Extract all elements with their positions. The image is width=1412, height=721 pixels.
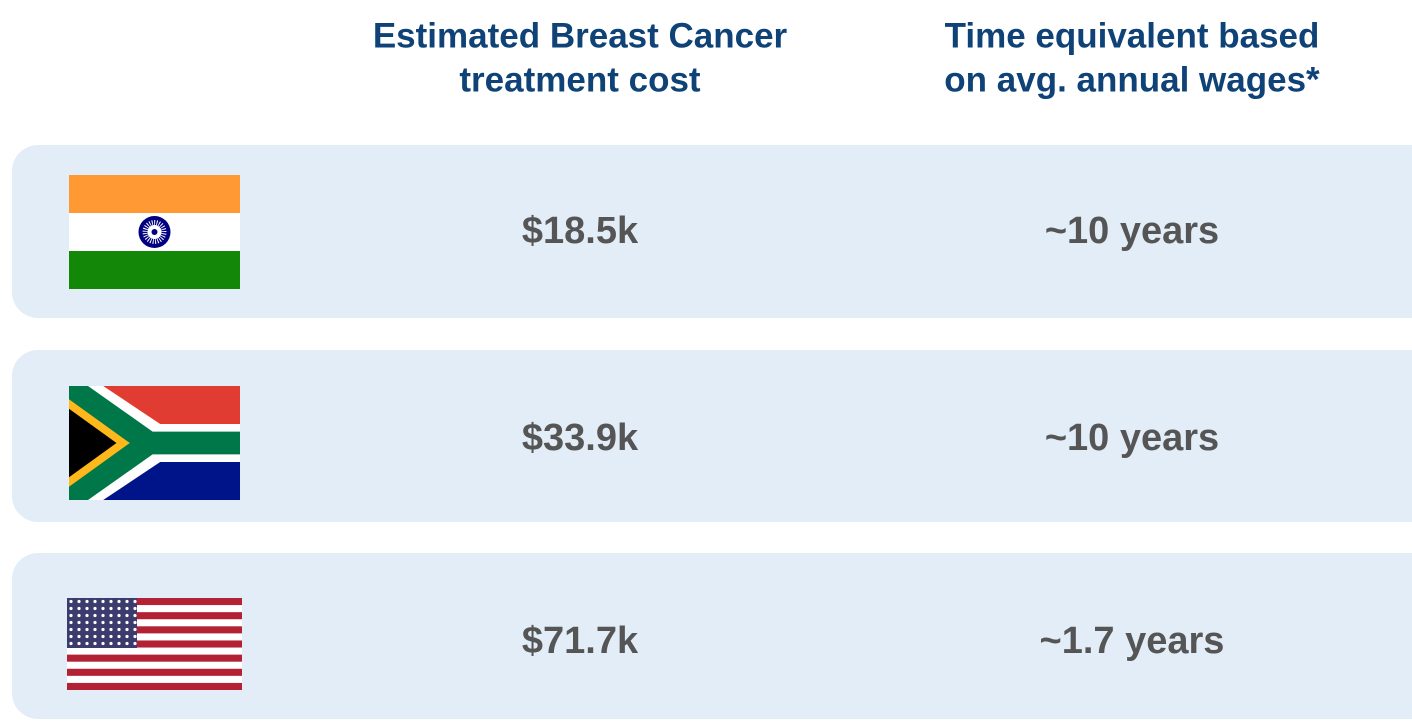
header-line: Estimated Breast Cancer [373, 16, 788, 55]
header-line: treatment cost [459, 60, 701, 99]
cost-value: $33.9k [522, 417, 639, 459]
cost-value: $18.5k [522, 210, 639, 252]
stripe [67, 654, 242, 662]
cost-value: $71.7k [522, 620, 639, 662]
header-line: Time equivalent based [945, 16, 1320, 55]
time-value: ~1.7 years [1040, 620, 1225, 662]
row-bg [12, 145, 1412, 318]
header: Estimated Breast Cancer treatment cost T… [373, 16, 1320, 99]
header-line: on avg. annual wages* [944, 60, 1320, 99]
stripe [67, 668, 242, 676]
stripe [67, 598, 242, 606]
flag-south-africa [69, 386, 241, 500]
time-value: ~10 years [1045, 210, 1219, 252]
flag-usa [67, 598, 242, 690]
row-bg [12, 350, 1412, 522]
stripe [67, 626, 242, 634]
stripe [67, 640, 242, 648]
stripe [67, 612, 242, 620]
row-bg [12, 553, 1412, 719]
flag-india [69, 175, 240, 289]
stripe [67, 682, 242, 690]
time-value: ~10 years [1045, 417, 1219, 459]
